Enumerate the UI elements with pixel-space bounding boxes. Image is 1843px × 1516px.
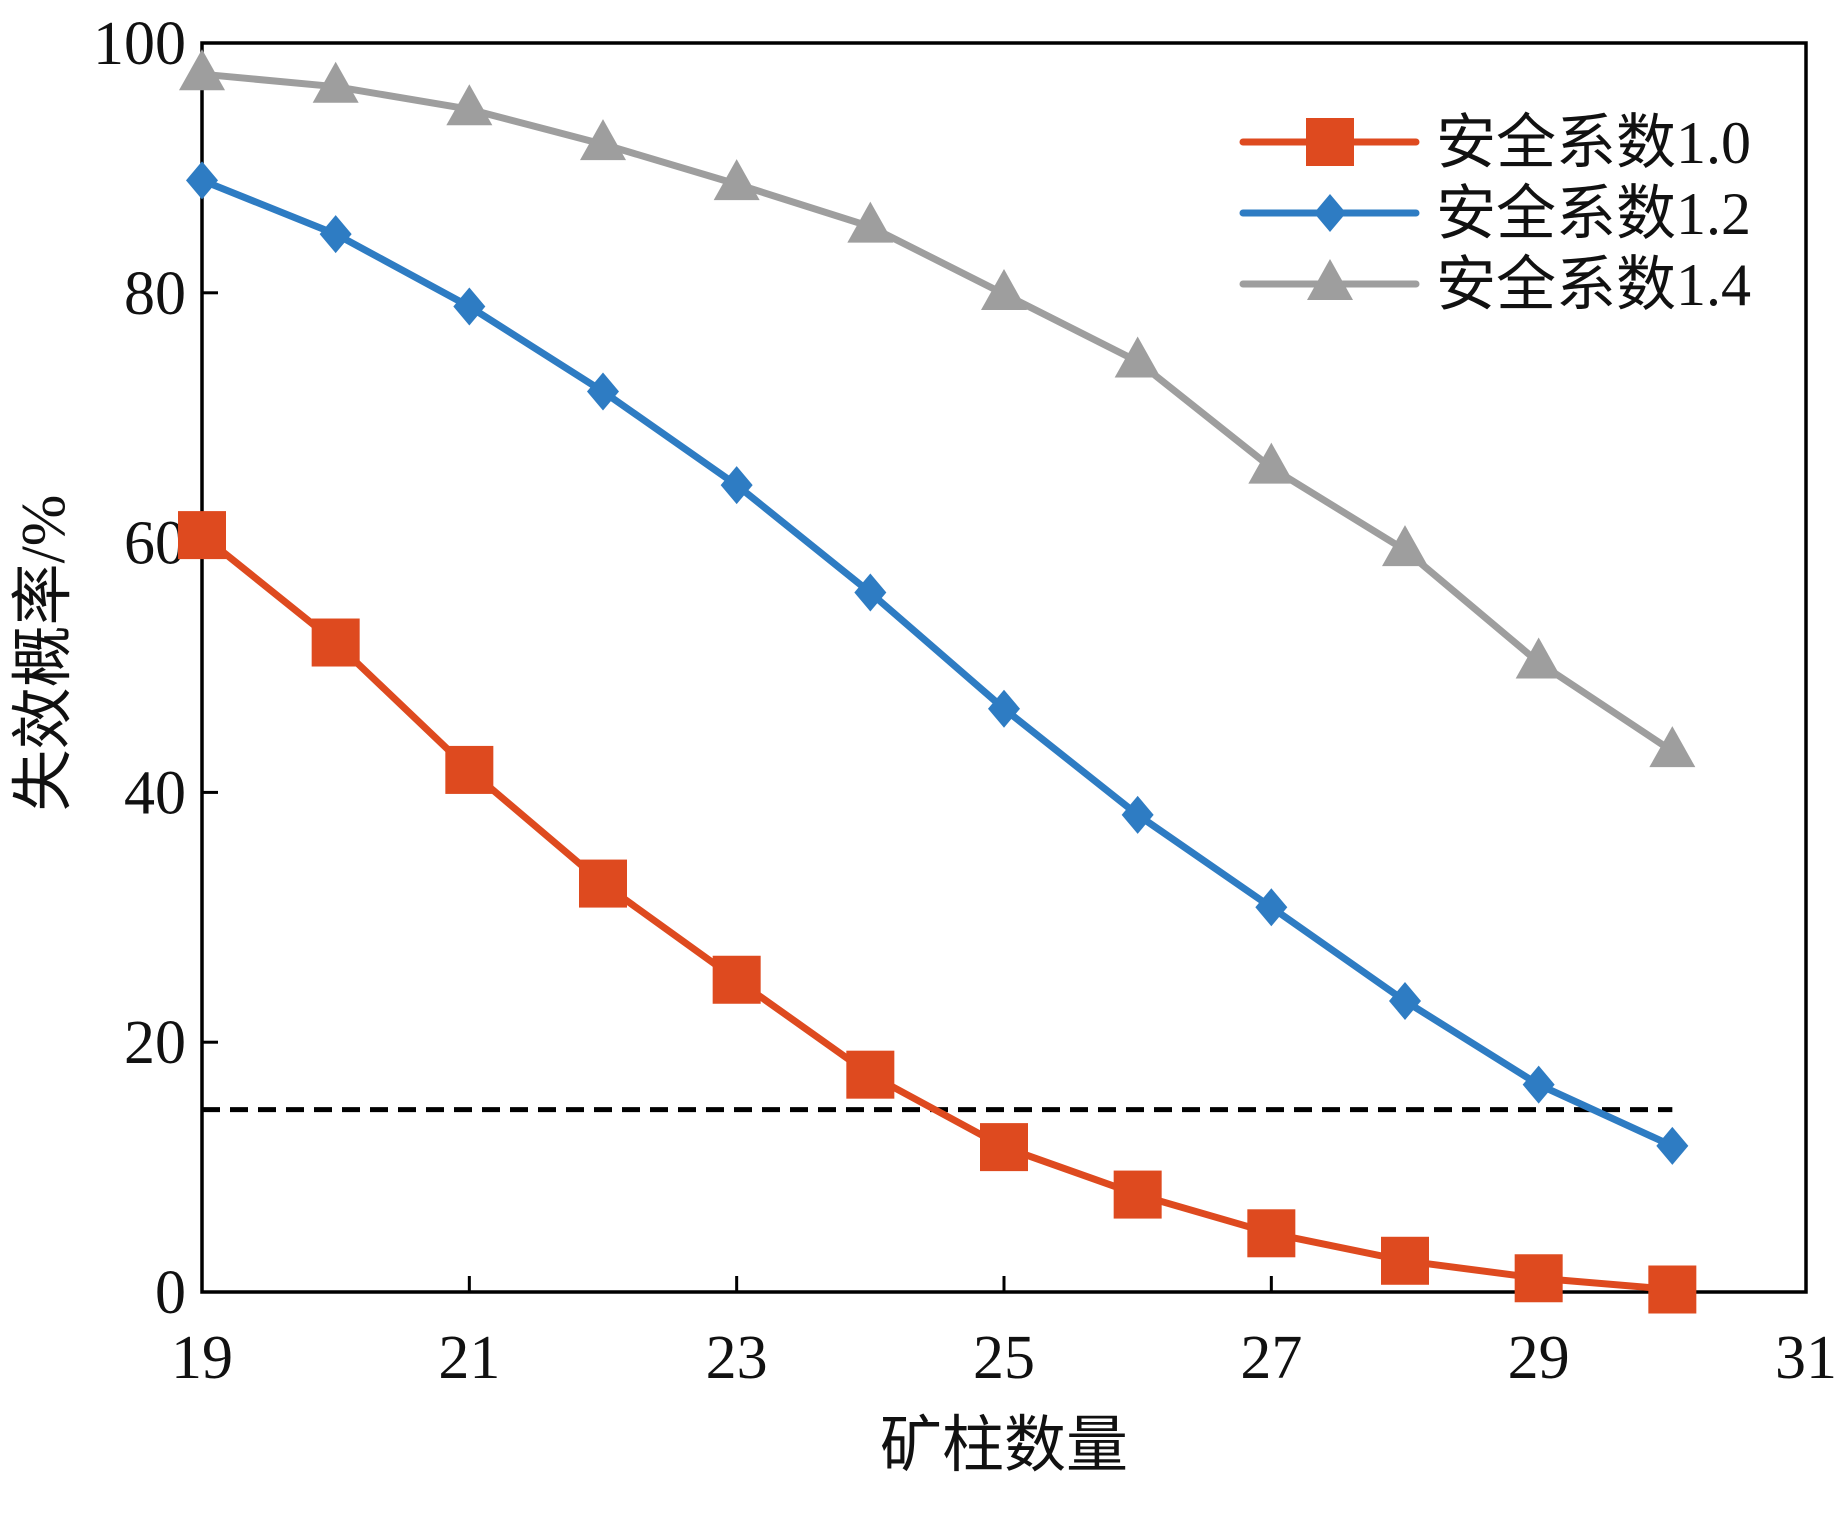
safety-factor-1-4-point-23 [713,159,760,201]
x-axis-label: 矿柱数量 [880,1412,1128,1480]
safety-factor-1-0-point-19 [178,511,226,560]
x-tick-label-25: 25 [973,1324,1035,1392]
y-tick-label-20: 20 [124,1009,186,1077]
safety-factor-1-0-point-24 [846,1050,895,1099]
safety-factor-1-0-point-25 [980,1123,1028,1172]
safety-factor-1-2-point-27 [1255,888,1288,927]
legend-entry-safety-factor-1-4: 安全系数1.4 [1239,252,1751,318]
safety-factor-1-4-line [198,70,1676,755]
safety-factor-1-0-point-26 [1113,1170,1162,1219]
legend-label-safety-factor-1-0: 安全系数1.0 [1436,110,1751,176]
markers-layer [178,49,1697,1314]
y-tick-label-0: 0 [155,1259,186,1327]
x-tick-label-29: 29 [1508,1324,1570,1392]
safety-factor-1-2-point-28 [1389,981,1421,1020]
y-tick-label-80: 80 [124,260,186,328]
legend-marker-safety-factor-1-2 [1314,194,1346,232]
safety-factor-1-0-point-20 [311,618,360,667]
safety-factor-1-2-point-24 [854,573,887,612]
y-tick-label-60: 60 [124,510,186,578]
x-tick-label-31: 31 [1775,1324,1837,1392]
legend-label-safety-factor-1-4: 安全系数1.4 [1436,252,1751,318]
x-tick-label-27: 27 [1240,1324,1302,1392]
y-tick-label-40: 40 [124,759,186,827]
safety-factor-1-0-point-29 [1514,1254,1563,1303]
safety-factor-1-2-point-25 [988,689,1020,728]
legend-label-safety-factor-1-2: 安全系数1.2 [1436,181,1751,247]
x-tick-label-23: 23 [706,1324,768,1392]
safety-factor-1-2-point-22 [587,372,619,411]
safety-factor-1-0-point-27 [1247,1209,1296,1258]
y-axis-label: 失效概率/% [10,495,78,812]
safety-factor-1-4-point-21 [446,84,493,126]
legend-entry-safety-factor-1-0: 安全系数1.0 [1239,110,1751,176]
safety-factor-1-4-point-28 [1382,525,1428,567]
safety-factor-1-0-point-30 [1648,1265,1697,1314]
safety-factor-1-2-point-30 [1656,1126,1689,1165]
safety-factor-1-2-point-23 [720,466,753,505]
safety-factor-1-0-point-28 [1381,1236,1429,1285]
safety-factor-1-2-point-26 [1121,795,1154,834]
safety-factor-1-0-point-23 [712,955,761,1004]
x-tick-label-19: 19 [171,1324,233,1392]
safety-factor-1-2-line [198,176,1676,1150]
legend-marker-safety-factor-1-4 [1307,259,1353,300]
safety-factor-1-4-point-19 [179,49,225,91]
legend-marker-safety-factor-1-0 [1306,118,1354,166]
safety-factor-1-4-point-30 [1649,726,1696,768]
safety-factor-1-4-point-24 [847,201,894,243]
safety-factor-1-4-point-29 [1515,637,1562,679]
safety-factor-1-0-point-21 [445,745,494,794]
y-tick-label-100: 100 [93,10,186,78]
safety-factor-1-4-point-22 [580,119,626,161]
safety-factor-1-2-point-21 [453,287,486,326]
legend-entry-safety-factor-1-2: 安全系数1.2 [1239,181,1751,247]
safety-factor-1-4-point-26 [1114,336,1161,378]
safety-factor-1-2-point-29 [1522,1065,1555,1104]
x-tick-label-21: 21 [438,1324,500,1392]
axes-layer: 19 21 23 25 27 29 31 0 20 40 60 80 100 [93,10,1837,1392]
safety-factor-1-4-point-25 [981,269,1027,311]
safety-factor-1-2-point-19 [186,161,218,200]
safety-factor-1-4-point-20 [312,61,359,103]
safety-factor-1-4-point-27 [1248,442,1295,484]
safety-factor-1-0-point-22 [579,859,627,908]
safety-factor-1-2-point-20 [319,215,352,254]
